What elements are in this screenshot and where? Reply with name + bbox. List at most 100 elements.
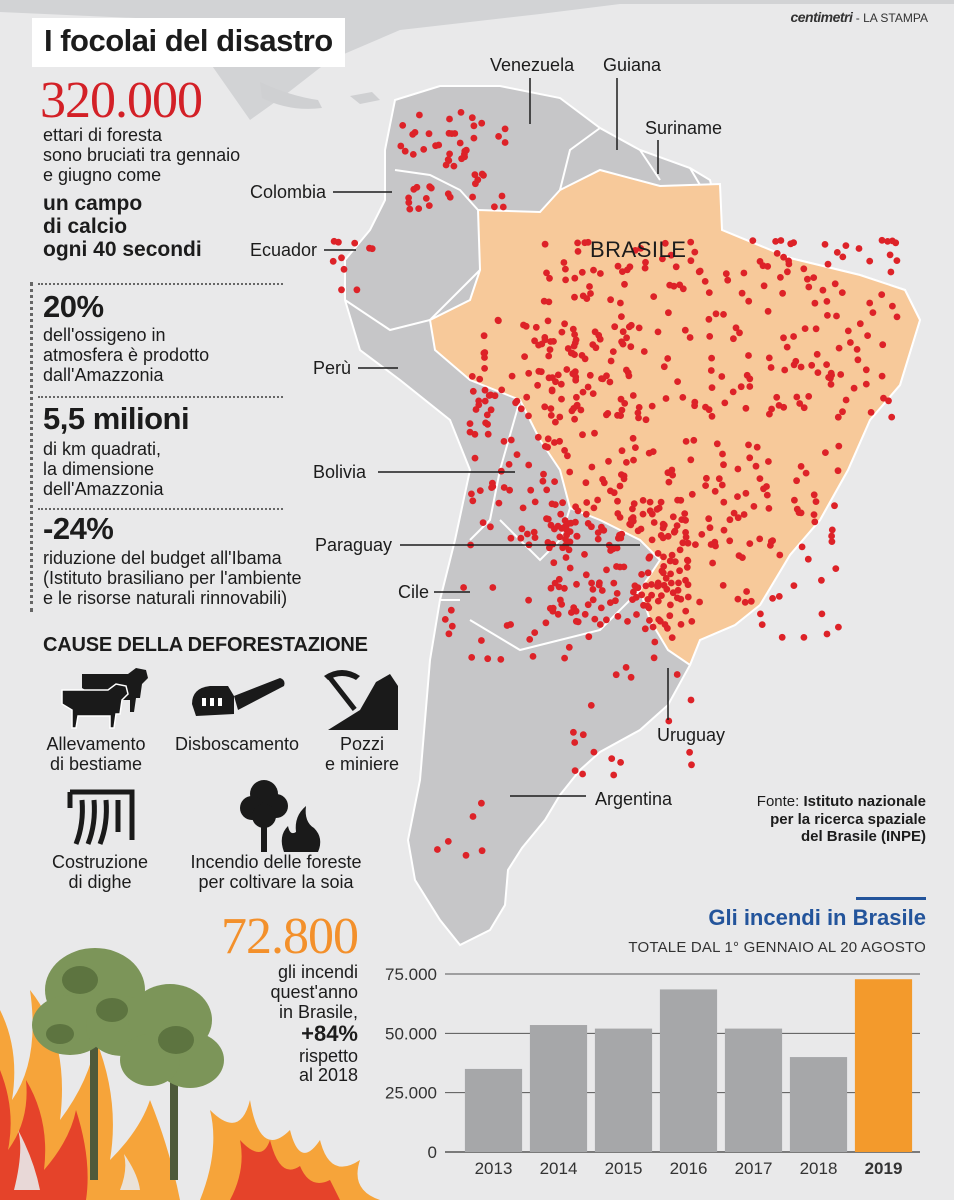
fire-dot — [425, 202, 433, 210]
fire-dot — [525, 596, 532, 604]
fire-dot — [330, 237, 338, 245]
fire-dot — [589, 596, 597, 604]
fire-dot — [734, 514, 742, 522]
fire-dot — [681, 326, 689, 334]
fire-dot — [730, 335, 737, 343]
fire-dot — [542, 619, 550, 627]
fire-dot — [562, 525, 570, 532]
fire-dot — [634, 584, 642, 592]
fire-dot — [740, 511, 748, 518]
x-tick-label: 2013 — [475, 1159, 513, 1178]
fire-dot — [833, 249, 841, 256]
fire-dot — [642, 258, 649, 266]
fire-dot — [664, 532, 672, 540]
fire-dot — [603, 372, 610, 380]
bar-chart: 0 25.000 50.000 75.000 2013 2014 2015 2016 2017 2… — [385, 965, 920, 1178]
fire-dot — [835, 623, 842, 631]
fire-dot — [753, 443, 761, 451]
fire-dot — [732, 324, 740, 332]
fire-dot — [507, 436, 515, 444]
fire-dot — [893, 257, 901, 264]
fire-dot — [856, 320, 864, 328]
stat-hectares-highlight: un campo di calcio ogni 40 secondi — [43, 192, 202, 262]
fire-dot — [800, 404, 808, 412]
fire-dot — [590, 504, 598, 512]
bar-2018 — [789, 1057, 848, 1152]
fire-dot — [713, 440, 721, 448]
fire-dot — [425, 130, 433, 138]
fire-dot — [690, 436, 698, 444]
fire-dot — [878, 236, 886, 244]
fire-dot — [679, 539, 687, 547]
fire-dot — [654, 579, 662, 587]
mining-icon — [324, 670, 398, 730]
fire-dot — [634, 409, 642, 417]
fire-dot — [778, 633, 786, 641]
fire-dot — [822, 449, 829, 456]
fire-dot — [506, 486, 513, 494]
fire-dot — [702, 403, 709, 411]
fire-dot — [617, 759, 624, 766]
cause-logging-label: Disboscamento — [174, 734, 300, 754]
fire-dot — [657, 498, 665, 506]
fire-dot — [415, 205, 423, 213]
fire-dot — [617, 299, 624, 307]
fire-dot — [460, 584, 467, 591]
fire-dot — [684, 581, 692, 589]
fire-dot — [767, 542, 774, 549]
fire-dot — [639, 510, 647, 518]
fire-dot — [810, 274, 818, 281]
fire-dot — [702, 482, 709, 489]
fire-dot — [745, 352, 752, 359]
fire-dot — [540, 297, 548, 305]
fire-dot — [824, 312, 831, 319]
fire-dot — [641, 264, 649, 272]
fire-dot — [827, 369, 835, 377]
fire-dot — [763, 483, 770, 490]
fire-dot — [562, 535, 569, 543]
fire-dot — [780, 403, 788, 411]
fire-dot — [767, 364, 775, 371]
fire-dot — [554, 371, 562, 379]
fire-dot — [866, 299, 874, 307]
fire-dot — [777, 274, 784, 281]
fire-dot — [556, 413, 564, 421]
fire-dot — [501, 125, 509, 133]
fire-dot — [720, 461, 727, 469]
fire-dot — [539, 477, 547, 485]
fire-dot — [780, 253, 787, 261]
fire-dot — [637, 245, 645, 252]
fire-dot — [597, 604, 605, 612]
fire-dot — [531, 498, 539, 506]
fire-dot — [555, 583, 563, 591]
fire-dot — [734, 465, 742, 473]
fire-dot — [532, 323, 540, 331]
fire-dot — [640, 601, 647, 609]
fire-dot — [618, 447, 626, 455]
label-argentina: Argentina — [595, 789, 673, 809]
x-tick-label: 2015 — [605, 1159, 643, 1178]
fire-dot — [676, 546, 684, 554]
fire-dot — [442, 161, 450, 169]
fire-dot — [793, 393, 801, 401]
chart-subtitle: TOTALE DAL 1° GENNAIO AL 20 AGOSTO — [628, 939, 926, 956]
fire-dot — [750, 503, 758, 510]
fire-dot — [572, 617, 580, 625]
fire-dot — [850, 384, 858, 392]
fire-dot — [544, 317, 552, 325]
fire-dot — [629, 392, 637, 399]
fire-dot — [892, 239, 900, 247]
fire-dot — [828, 526, 836, 534]
fire-dot — [480, 332, 488, 340]
fire-dot — [555, 575, 563, 583]
fire-dot — [482, 419, 489, 427]
fire-dot — [614, 262, 622, 270]
fire-dot — [711, 487, 719, 495]
fire-dot — [637, 525, 645, 533]
fire-dot — [610, 579, 618, 587]
fire-dot — [610, 489, 618, 497]
fire-dot — [869, 309, 877, 316]
fire-dot — [518, 525, 526, 533]
fire-dot — [832, 565, 840, 572]
fire-dot — [338, 286, 345, 294]
